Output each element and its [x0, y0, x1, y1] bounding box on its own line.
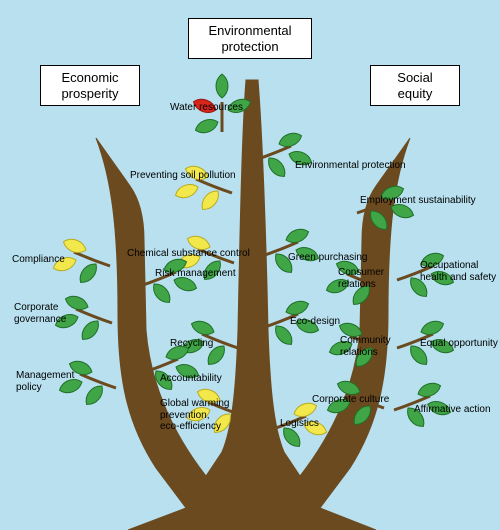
leaf-icon [198, 187, 223, 213]
label-affirmative: Affirmative action [414, 404, 491, 416]
header-economic: Economic prosperity [40, 65, 140, 106]
leaf-icon [173, 181, 200, 200]
label-mgmt-policy: Management policy [16, 370, 74, 393]
label-corp-gov: Corporate governance [14, 302, 66, 325]
label-recycling: Recycling [170, 338, 213, 350]
leaf-icon [216, 74, 228, 98]
leaf-icon [82, 382, 107, 408]
trunk [96, 80, 410, 530]
leaf-icon [193, 116, 220, 135]
label-employment: Employment sustainability [360, 195, 476, 207]
label-green-purchasing: Green purchasing [288, 252, 368, 264]
label-chem-control: Chemical substance control [127, 248, 250, 260]
leaf-icon [78, 317, 103, 343]
diagram-stage: Economic prosperity Environmental protec… [0, 0, 500, 530]
label-soil-pollution: Preventing soil pollution [130, 170, 236, 182]
label-eco-design: Eco-design [290, 316, 340, 328]
leaf-icon [76, 260, 101, 286]
leaf-icon [264, 154, 289, 180]
label-compliance: Compliance [12, 254, 65, 266]
leaf-icon [149, 280, 174, 306]
label-ohs: Occupational health and safety [420, 260, 496, 283]
label-equal-opp: Equal opportunity [420, 338, 498, 350]
label-water-resources: Water resources [170, 102, 243, 114]
label-community-rel: Community relations [340, 335, 391, 358]
label-env-protection: Environmental protection [295, 160, 406, 172]
label-corp-culture: Corporate culture [312, 394, 389, 406]
label-risk-mgmt: Risk management [155, 268, 236, 280]
header-environmental: Environmental protection [188, 18, 312, 59]
label-consumer-rel: Consumer relations [338, 267, 384, 290]
label-gw-prevention: Global warming prevention, eco-efficienc… [160, 398, 229, 433]
label-accountability: Accountability [160, 373, 222, 385]
header-social: Social equity [370, 65, 460, 106]
label-logistics: Logistics [280, 418, 319, 430]
